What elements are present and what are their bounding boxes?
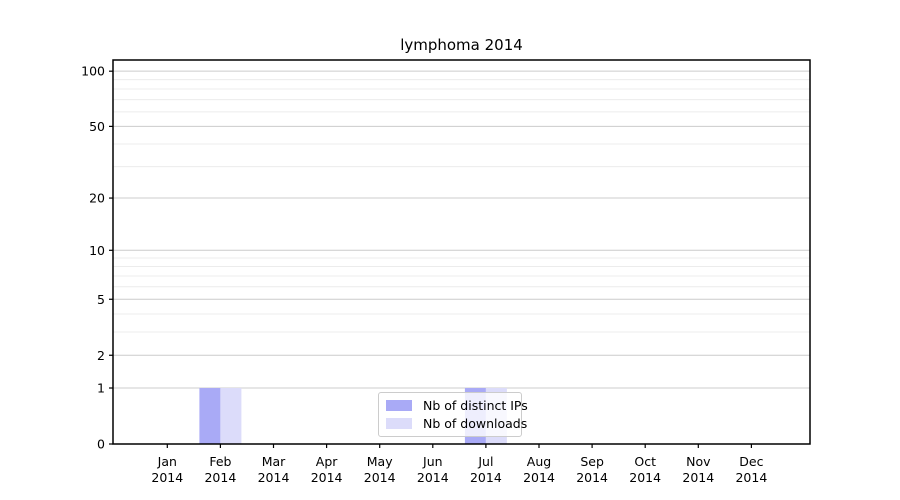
x-tick-label-month: May [367,454,393,469]
x-tick-label-year: 2014 [258,470,290,485]
x-tick-label-month: Dec [739,454,763,469]
x-tick-label-year: 2014 [151,470,183,485]
x-tick-label-year: 2014 [629,470,661,485]
x-tick-label-month: Sep [580,454,604,469]
chart-title: lymphoma 2014 [400,36,523,54]
y-tick-label: 50 [89,119,105,134]
legend: Nb of distinct IPs Nb of downloads [378,392,528,437]
y-tick-label: 2 [97,348,105,363]
x-tick-label-year: 2014 [204,470,236,485]
x-tick-label-year: 2014 [417,470,449,485]
bar-nb-of-distinct-ips [199,388,221,444]
plot-border [112,59,811,445]
x-tick-label-month: Jun [422,454,443,469]
legend-entry-downloads: Nb of downloads [386,416,527,431]
x-tick-label-month: Jul [477,454,493,469]
y-tick-label: 0 [97,437,105,452]
x-tick-label-month: Aug [527,454,551,469]
x-tick-label-month: Oct [634,454,656,469]
y-tick-label: 10 [89,243,105,258]
legend-swatch-distinct-ips [386,400,412,411]
legend-label-downloads: Nb of downloads [423,416,528,431]
x-tick-label-year: 2014 [523,470,555,485]
x-tick-label-month: Feb [209,454,231,469]
y-tick-label: 1 [97,381,105,396]
y-tick-label: 100 [81,64,105,79]
legend-swatch-downloads [386,418,412,429]
x-tick-label-month: Mar [262,454,286,469]
x-tick-label-year: 2014 [470,470,502,485]
x-tick-label-month: Jan [157,454,177,469]
x-tick-label-year: 2014 [576,470,608,485]
x-tick-label-year: 2014 [364,470,396,485]
legend-label-distinct-ips: Nb of distinct IPs [423,398,528,413]
x-tick-label-month: Nov [686,454,711,469]
x-tick-label-year: 2014 [682,470,714,485]
x-tick-label-year: 2014 [735,470,767,485]
y-tick-label: 20 [89,191,105,206]
y-tick-label: 5 [97,292,105,307]
bar-nb-of-downloads [220,388,242,444]
legend-entry-distinct-ips: Nb of distinct IPs [386,398,528,413]
x-tick-label-year: 2014 [311,470,343,485]
x-tick-label-month: Apr [316,454,338,469]
